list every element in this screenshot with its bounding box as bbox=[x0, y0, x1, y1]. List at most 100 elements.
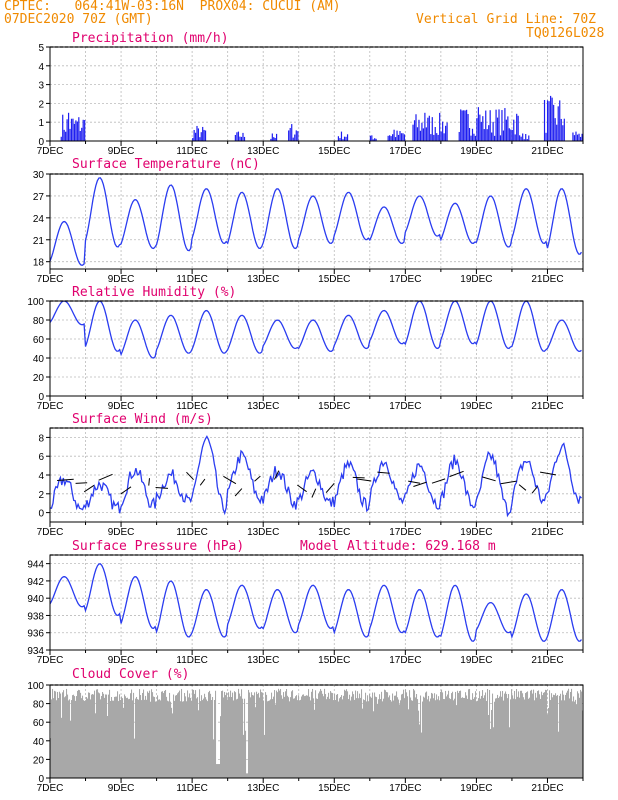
cloud-bar bbox=[343, 695, 345, 778]
precip-bar bbox=[243, 136, 246, 141]
cloud-bar bbox=[492, 693, 494, 778]
cloud-bar bbox=[357, 691, 359, 778]
cloud-bar bbox=[389, 695, 391, 778]
precip-bar bbox=[473, 133, 475, 141]
cloud-bar bbox=[546, 690, 548, 778]
cloud-bar bbox=[518, 691, 520, 778]
cloud-bar bbox=[88, 692, 90, 778]
cloud-bar bbox=[109, 689, 111, 778]
cloud-bar bbox=[537, 691, 539, 778]
precip-bar bbox=[562, 125, 564, 141]
cloud-bar bbox=[224, 691, 226, 778]
wind-arrow bbox=[75, 482, 88, 484]
cloud-bar bbox=[243, 734, 245, 778]
precip-bar bbox=[436, 133, 438, 141]
cloud-bar bbox=[405, 689, 407, 778]
precip-bar bbox=[528, 135, 530, 141]
cloud-bar bbox=[295, 696, 297, 778]
cloud-bar bbox=[145, 695, 147, 778]
precip-bar bbox=[422, 128, 425, 141]
precip-bar bbox=[433, 134, 435, 141]
cloud-bar bbox=[409, 690, 411, 778]
cloud-bar bbox=[63, 690, 65, 778]
cloud-bar bbox=[236, 699, 238, 778]
cloud-bar bbox=[398, 699, 400, 778]
cloud-bar bbox=[125, 696, 127, 778]
cloud-bar bbox=[315, 690, 317, 778]
cloud-bar bbox=[126, 698, 128, 778]
precip-bar bbox=[483, 129, 485, 141]
precip-bar bbox=[65, 131, 67, 141]
precip-bar bbox=[519, 135, 521, 141]
precip-bar bbox=[66, 119, 68, 141]
cloud-bar bbox=[256, 691, 258, 778]
precip-bar bbox=[525, 133, 527, 141]
cloud-bar bbox=[253, 695, 255, 778]
series-line bbox=[49, 300, 582, 359]
cloud-bar bbox=[65, 696, 67, 778]
wind-arrow bbox=[356, 478, 372, 482]
cloud-bar bbox=[535, 692, 537, 778]
cloud-bar bbox=[524, 699, 526, 778]
precip-bar bbox=[418, 119, 420, 141]
cloud-bar bbox=[456, 705, 458, 778]
cloud-bar bbox=[406, 692, 408, 778]
precip-bar bbox=[488, 125, 490, 141]
cloud-bar bbox=[270, 699, 272, 778]
cloud-bar bbox=[370, 696, 372, 778]
cloud-bar bbox=[148, 692, 150, 778]
cloud-bar bbox=[416, 694, 418, 778]
cloud-bar bbox=[328, 692, 330, 778]
cloud-bar bbox=[414, 690, 416, 778]
cloud-bar bbox=[285, 691, 287, 778]
cloud-bar bbox=[422, 701, 424, 778]
header-location: CPTEC: 064:41W-03:16N PROX04: CUCUI (AM) bbox=[4, 0, 341, 14]
cloud-bar bbox=[470, 699, 472, 778]
precip-bar bbox=[337, 136, 340, 141]
cloud-bar bbox=[303, 694, 305, 778]
cloud-bar bbox=[234, 691, 236, 778]
cloud-bar bbox=[473, 698, 475, 778]
precip-bar bbox=[425, 127, 427, 141]
cloud-bar bbox=[352, 691, 354, 778]
cloud-bar bbox=[99, 693, 101, 778]
cloud-bar bbox=[171, 707, 173, 778]
precip-bar bbox=[421, 122, 423, 141]
cloud-bar bbox=[80, 692, 82, 778]
cloud-bar bbox=[562, 690, 564, 778]
cloud-bar bbox=[249, 692, 251, 778]
wind-arrow bbox=[186, 471, 194, 481]
precip-bar bbox=[242, 132, 244, 141]
precip-bar bbox=[194, 132, 197, 141]
wind-arrow bbox=[273, 470, 280, 480]
cloud-bar bbox=[85, 700, 87, 778]
precip-bar bbox=[496, 117, 499, 141]
precip-bar bbox=[578, 133, 580, 141]
cloud-bar bbox=[299, 700, 301, 778]
precip-bar bbox=[550, 95, 552, 141]
precip-bar bbox=[239, 136, 241, 141]
cloud-bar bbox=[559, 695, 561, 778]
cloud-bar bbox=[336, 694, 338, 778]
cloud-bar bbox=[300, 699, 302, 778]
precip-bar bbox=[523, 139, 525, 141]
cloud-bar bbox=[553, 694, 555, 778]
y-tick-label: 2 bbox=[38, 99, 44, 110]
cloud-bar bbox=[81, 698, 83, 778]
cloud-bar bbox=[575, 699, 577, 778]
plot-frame bbox=[49, 300, 584, 397]
cloud-bar bbox=[79, 690, 81, 778]
cloud-bar bbox=[479, 691, 481, 778]
cloud-bar bbox=[229, 696, 231, 778]
cloud-bar bbox=[276, 690, 278, 778]
cloud-bar bbox=[368, 701, 370, 778]
y-tick-label: 934 bbox=[27, 646, 44, 657]
cloud-bar bbox=[237, 698, 239, 778]
wind-arrow bbox=[531, 486, 538, 494]
plot-frame bbox=[49, 173, 584, 270]
cloud-bar bbox=[515, 699, 517, 778]
precip-bar bbox=[237, 131, 240, 141]
precip-bar bbox=[505, 119, 507, 141]
y-tick-label: 80 bbox=[33, 316, 45, 327]
cloud-bar bbox=[228, 692, 230, 778]
